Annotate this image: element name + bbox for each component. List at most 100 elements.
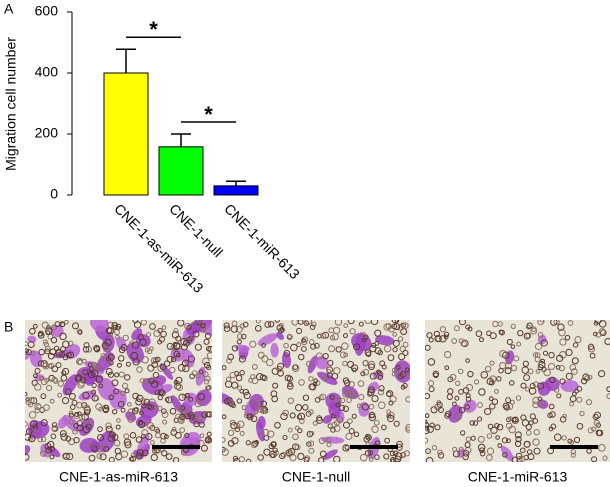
pore <box>297 452 305 461</box>
pore <box>523 374 531 382</box>
pore <box>286 375 294 382</box>
pore <box>279 453 286 460</box>
micrograph <box>25 320 212 462</box>
pore <box>124 388 130 394</box>
pore <box>236 339 242 345</box>
panel-label: A <box>4 1 14 17</box>
pore <box>79 376 87 384</box>
pore <box>50 433 57 440</box>
pore <box>318 437 326 445</box>
pore <box>175 383 184 392</box>
pore <box>239 370 245 376</box>
pore <box>157 389 165 396</box>
pore <box>387 411 395 419</box>
cell <box>322 449 338 460</box>
pore <box>305 360 313 368</box>
pore <box>130 351 138 360</box>
pore <box>425 425 430 431</box>
pore <box>249 340 257 348</box>
pore <box>270 441 277 448</box>
pore <box>486 447 495 455</box>
pore <box>383 323 391 331</box>
pore <box>326 437 332 443</box>
pore <box>47 363 53 369</box>
pore <box>367 391 373 397</box>
x-tick-label: CNE-1-null <box>166 200 226 260</box>
pore <box>287 447 296 456</box>
pore <box>525 324 531 330</box>
pore <box>286 382 294 390</box>
pore <box>193 420 200 428</box>
pore <box>261 343 266 348</box>
pore <box>521 366 529 374</box>
pore <box>350 364 359 372</box>
pore <box>402 341 409 348</box>
pore <box>135 398 143 406</box>
pore <box>364 320 372 325</box>
pore <box>555 364 561 370</box>
pore <box>82 346 90 353</box>
pore <box>118 371 125 378</box>
pore <box>50 324 57 331</box>
pore <box>425 448 431 455</box>
pore <box>153 329 161 338</box>
pore <box>188 335 194 341</box>
pore <box>469 420 475 426</box>
pore <box>297 428 303 434</box>
cell <box>257 333 278 346</box>
pore <box>32 373 38 379</box>
pore <box>522 360 529 367</box>
pore <box>68 392 76 400</box>
pore <box>443 331 450 338</box>
pore <box>120 407 126 413</box>
pore <box>489 360 495 366</box>
pore <box>261 428 270 437</box>
pore <box>122 334 129 342</box>
pore <box>565 372 573 380</box>
pore <box>532 438 540 446</box>
pore <box>349 328 356 335</box>
pore <box>477 402 483 409</box>
pore <box>371 394 379 403</box>
pore <box>365 433 371 440</box>
pore <box>32 323 38 329</box>
pore <box>44 378 50 383</box>
pore <box>223 398 230 405</box>
pore <box>39 450 47 457</box>
pore <box>580 377 588 385</box>
pore <box>127 415 135 423</box>
pore <box>229 399 235 406</box>
pore <box>374 347 382 355</box>
pore <box>343 352 349 358</box>
pore <box>316 416 324 424</box>
cell <box>270 342 279 358</box>
pore <box>261 355 269 363</box>
pore <box>111 408 118 415</box>
pore <box>292 364 299 370</box>
pore <box>437 452 445 459</box>
pore <box>514 431 522 439</box>
pore <box>489 403 496 410</box>
pore <box>28 435 36 443</box>
pore <box>204 332 212 340</box>
pore <box>599 329 607 337</box>
pore <box>567 320 574 326</box>
pore <box>460 430 466 436</box>
pore <box>113 329 120 336</box>
pore <box>77 381 85 389</box>
pore <box>570 368 578 375</box>
pore <box>467 370 474 378</box>
pore <box>348 428 355 435</box>
pore <box>177 415 185 423</box>
pore <box>113 439 121 447</box>
pore <box>127 408 135 416</box>
pore <box>445 410 452 418</box>
pore <box>548 351 555 359</box>
pore <box>138 420 146 429</box>
pore <box>55 362 62 369</box>
pore <box>388 400 394 406</box>
pore <box>455 380 461 386</box>
pore <box>59 332 67 341</box>
pore <box>187 355 195 363</box>
pore <box>310 343 317 350</box>
